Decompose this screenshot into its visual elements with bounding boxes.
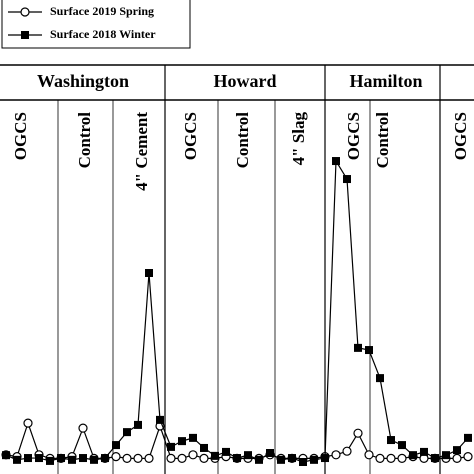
data-point	[288, 454, 296, 463]
data-point	[332, 157, 340, 166]
data-point	[321, 454, 329, 463]
data-point	[90, 455, 98, 464]
data-point	[354, 343, 362, 352]
group-label: Howard	[214, 71, 277, 91]
data-point	[145, 269, 153, 277]
data-point	[166, 453, 176, 463]
group-label: Hamilton	[349, 71, 422, 91]
data-point	[122, 453, 132, 463]
data-point	[464, 433, 472, 442]
data-point	[79, 454, 87, 463]
data-point	[452, 453, 462, 463]
data-point	[123, 428, 131, 437]
data-point	[453, 446, 461, 455]
data-point	[463, 452, 473, 462]
data-point	[375, 453, 385, 463]
data-point	[57, 454, 65, 463]
group-label: Washington	[37, 71, 129, 91]
data-point	[266, 449, 274, 457]
data-point	[397, 453, 407, 463]
legend-label: Surface 2018 Winter	[50, 27, 156, 41]
legend-box	[1, 0, 191, 49]
section-label: 4" Cement	[132, 112, 151, 191]
data-point	[364, 450, 374, 460]
data-point	[189, 433, 197, 442]
data-point	[111, 452, 121, 462]
data-point	[101, 454, 109, 463]
data-point	[188, 450, 198, 460]
data-point	[255, 455, 263, 464]
section-label: Control	[233, 112, 252, 169]
data-point	[343, 175, 351, 184]
data-point	[331, 450, 341, 460]
data-point	[200, 443, 208, 452]
section-label: Control	[373, 112, 392, 169]
data-point	[387, 436, 395, 445]
data-point	[409, 451, 417, 460]
data-point	[46, 456, 54, 465]
data-point	[2, 451, 10, 460]
data-point	[299, 458, 307, 466]
legend-marker	[20, 7, 30, 17]
data-point	[177, 453, 187, 463]
data-point	[13, 455, 21, 464]
data-point	[211, 451, 219, 460]
data-point	[178, 437, 186, 446]
data-point	[68, 455, 76, 464]
data-point	[23, 418, 33, 428]
data-point	[442, 451, 450, 460]
data-point	[376, 374, 384, 383]
section-label: OGCS	[11, 112, 30, 160]
data-point	[386, 453, 396, 463]
data-point	[431, 454, 439, 463]
data-point	[134, 420, 142, 429]
section-label: Control	[75, 112, 94, 169]
data-point	[420, 447, 428, 456]
data-point	[342, 446, 352, 456]
data-point	[277, 455, 285, 464]
data-point	[133, 453, 143, 463]
section-label: OGCS	[451, 112, 470, 160]
legend-label: Surface 2019 Spring	[50, 4, 154, 18]
data-point	[199, 453, 209, 463]
data-point	[167, 442, 175, 451]
data-point	[144, 453, 154, 463]
data-point	[222, 447, 230, 456]
data-point	[310, 455, 318, 464]
data-point	[35, 454, 43, 463]
legend-marker	[21, 31, 29, 39]
data-point	[233, 454, 241, 463]
section-label: OGCS	[181, 112, 200, 160]
data-point	[156, 415, 164, 424]
data-point	[78, 423, 88, 433]
data-point	[365, 346, 373, 355]
series-line	[5, 159, 469, 463]
data-point	[353, 428, 363, 438]
section-label: OGCS	[344, 112, 363, 160]
section-label: 4" Slag	[289, 112, 308, 166]
data-point	[398, 441, 406, 450]
data-point	[24, 454, 32, 463]
series-line	[5, 421, 469, 459]
data-point	[244, 451, 252, 460]
data-point	[112, 441, 120, 450]
